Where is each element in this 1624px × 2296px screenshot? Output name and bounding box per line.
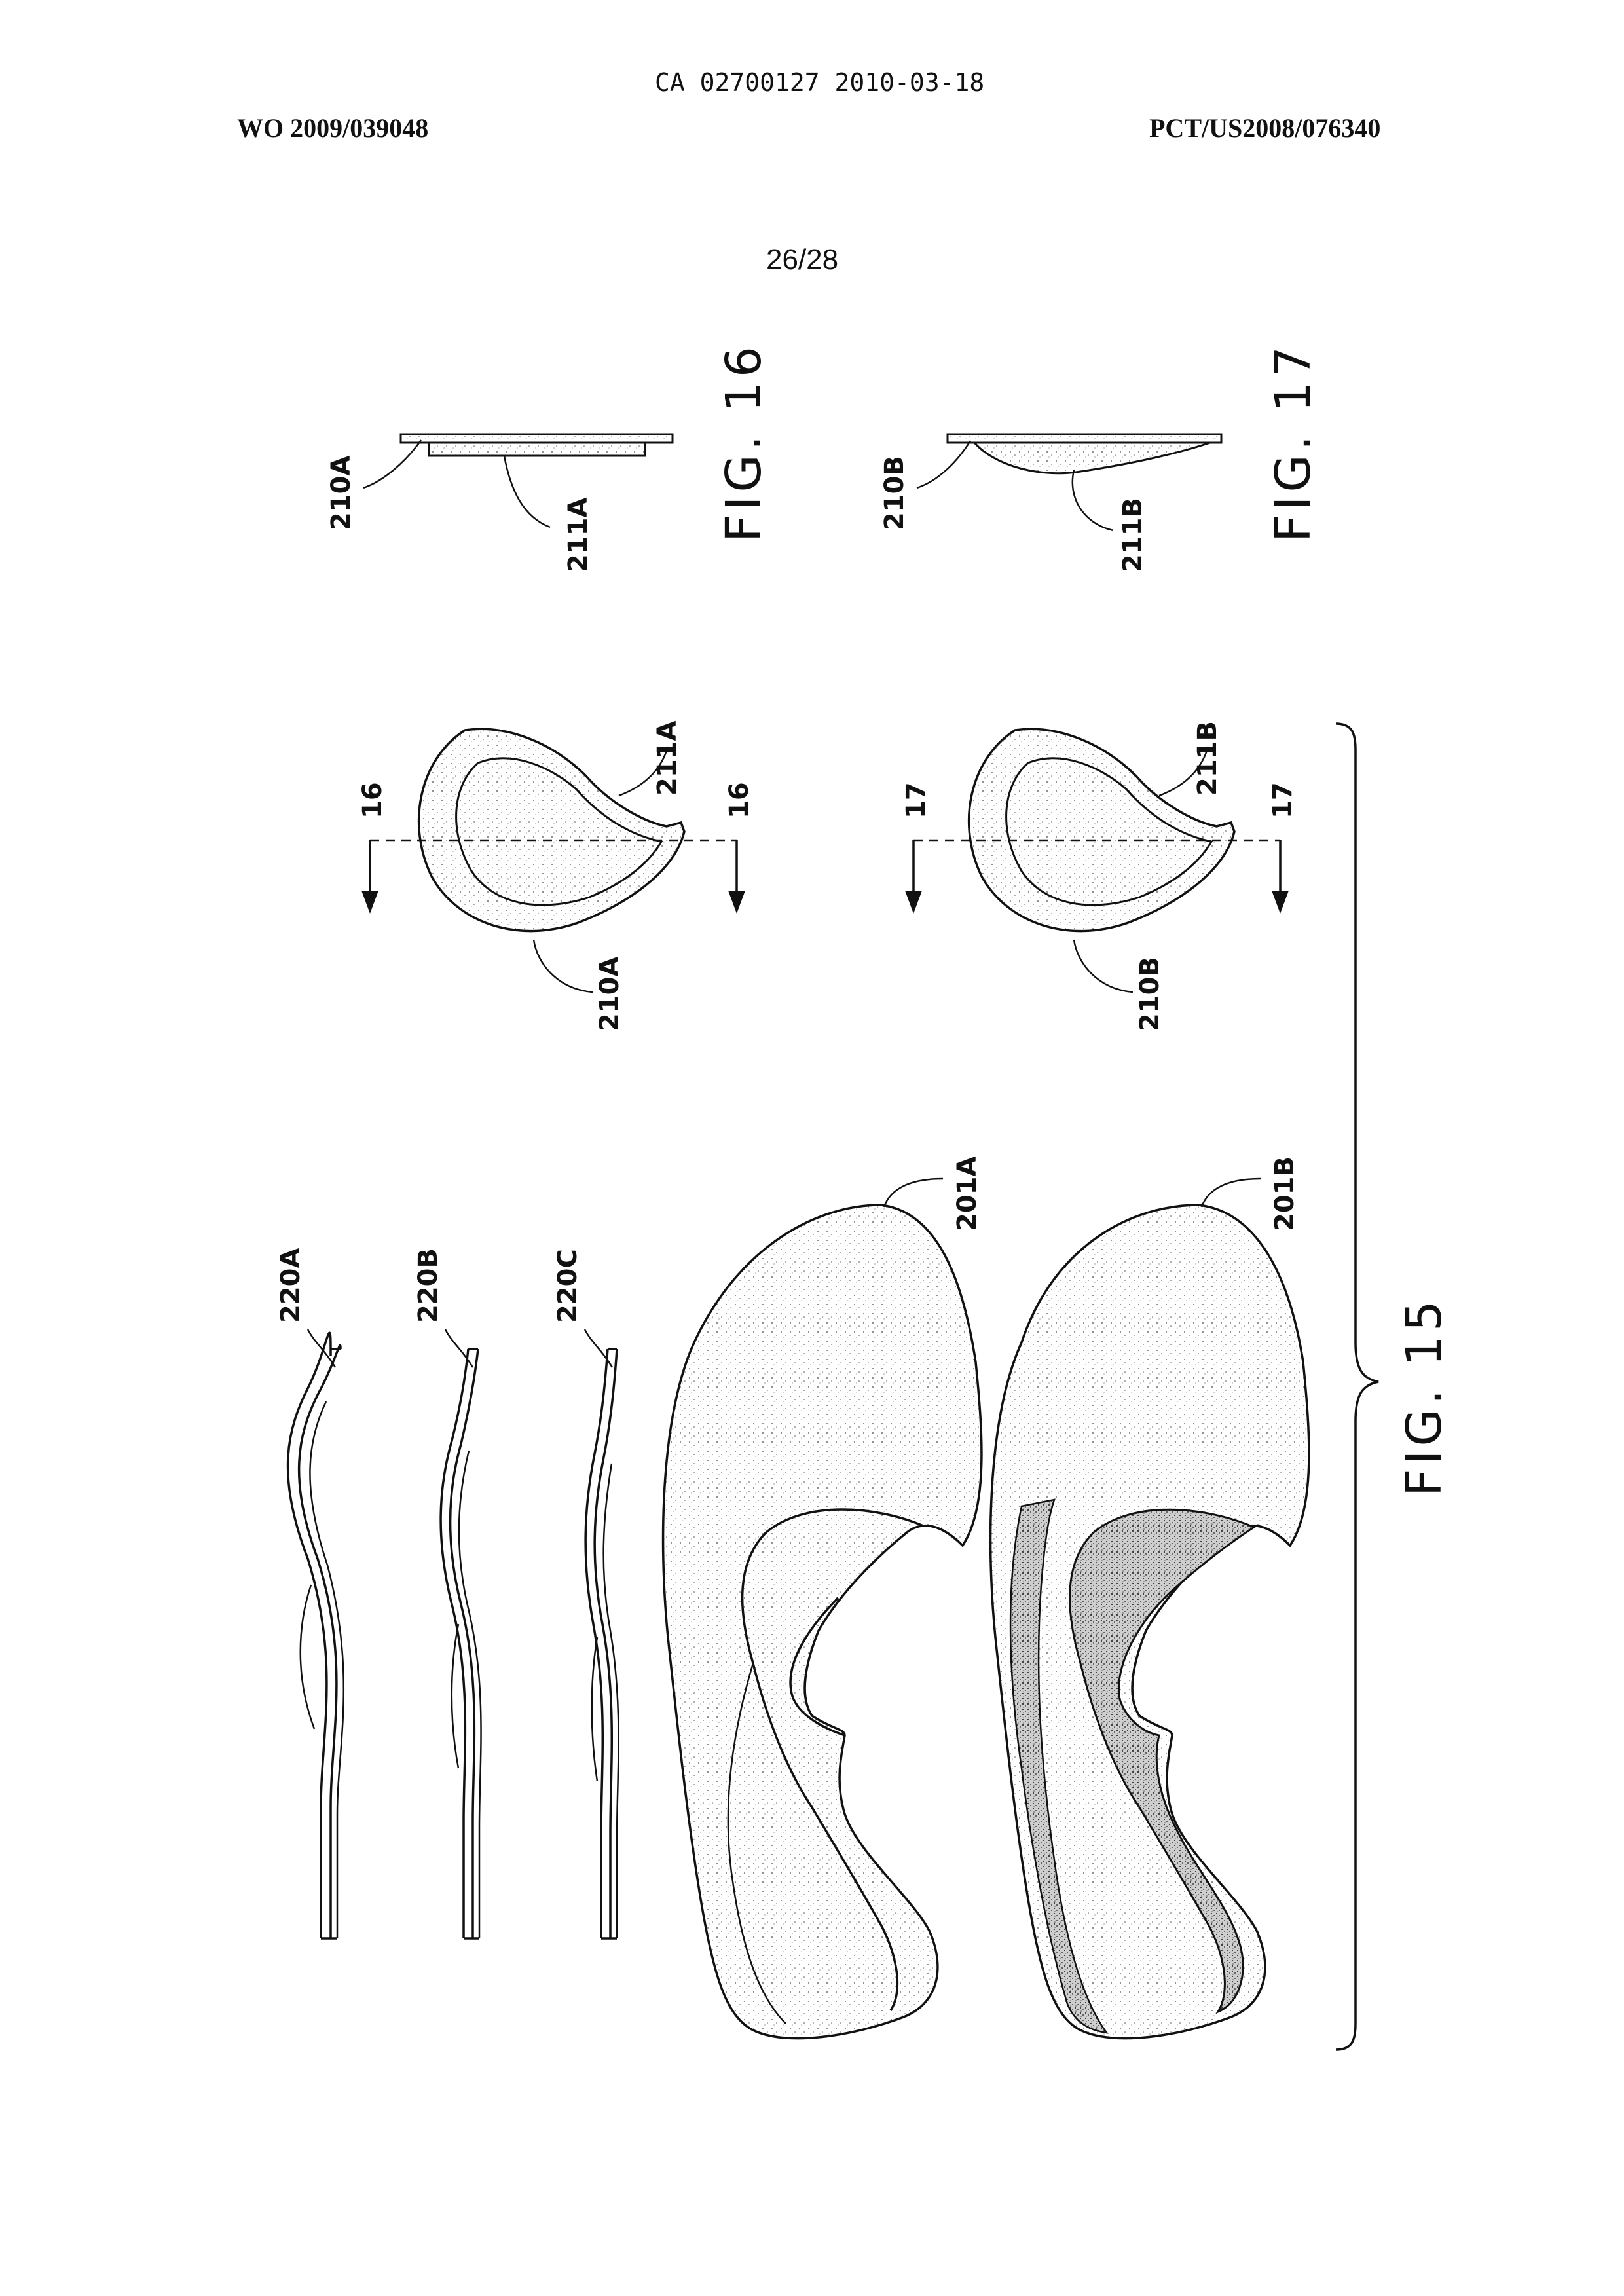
- label-211B-mid: 211B: [1192, 721, 1223, 796]
- label-220C: 220C: [553, 1249, 583, 1323]
- section-arrow-16a-head: [361, 891, 378, 914]
- label-210A-top: 210A: [326, 456, 356, 530]
- section-arrow-16b-head: [728, 891, 745, 914]
- fig15-label: FIG. 15: [1396, 1297, 1452, 1496]
- arch-support-220A: [288, 1333, 344, 1938]
- label-210A-mid: 210A: [595, 957, 625, 1031]
- label-201A: 201A: [952, 1157, 982, 1231]
- label-220A: 220A: [276, 1248, 306, 1323]
- insole-201B: [991, 1205, 1309, 2039]
- label-211A-mid: 211A: [652, 721, 682, 796]
- fig16-cross-section: [401, 434, 673, 456]
- leader-211B-top: [1073, 470, 1113, 530]
- leader-210B-mid: [1074, 940, 1133, 992]
- leader-210A-mid: [534, 940, 593, 992]
- label-201B: 201B: [1270, 1157, 1300, 1231]
- arch-support-220B: [441, 1349, 481, 1938]
- fig15-bracket: [1336, 724, 1378, 2050]
- fig17-label: FIG. 17: [1265, 343, 1321, 542]
- section-arrow-17b-head: [1272, 891, 1289, 914]
- label-211B-top: 211B: [1118, 498, 1148, 572]
- insert-210A-top-view: [419, 729, 684, 931]
- label-210B-top: 210B: [879, 456, 910, 530]
- arch-support-220C: [585, 1349, 618, 1938]
- label-211A-top: 211A: [563, 498, 593, 572]
- insole-201A: [663, 1205, 982, 2039]
- section-label-16b: 16: [724, 782, 754, 819]
- leader-211A-top: [504, 456, 550, 527]
- section-label-17b: 17: [1268, 782, 1298, 819]
- leader-210B-top: [917, 441, 970, 488]
- fig17-cross-section: [948, 434, 1221, 473]
- leader-201A: [884, 1179, 943, 1207]
- label-220B: 220B: [413, 1248, 443, 1323]
- fig16-label: FIG. 16: [716, 343, 772, 542]
- leader-210A-top: [363, 440, 421, 488]
- label-210B-mid: 210B: [1135, 957, 1165, 1031]
- section-label-16a: 16: [358, 782, 388, 819]
- leader-201B: [1202, 1179, 1261, 1207]
- section-arrow-17a-head: [905, 891, 922, 914]
- section-label-17a: 17: [901, 782, 931, 819]
